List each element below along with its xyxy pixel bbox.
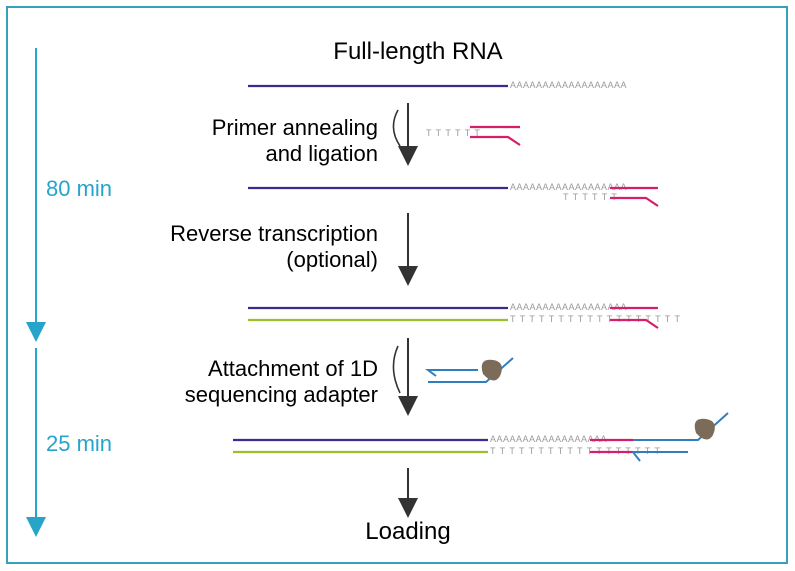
diagram-svg: AAAAAAAAAAAAAAAAAA T T T T T T AAAAAAAAA… bbox=[8, 8, 790, 566]
stage1-polyA: AAAAAAAAAAAAAAAAAA bbox=[510, 80, 627, 90]
stage4: AAAAAAAAAAAAAAAAAA T T T T T T T T T T T… bbox=[233, 413, 728, 461]
stage3-polyA: AAAAAAAAAAAAAAAAAA bbox=[510, 302, 627, 312]
step3-adapter bbox=[428, 358, 513, 382]
stage3: AAAAAAAAAAAAAAAAAA T T T T T T T T T T T… bbox=[248, 302, 681, 328]
arrow1 bbox=[393, 103, 408, 156]
motor-icon bbox=[482, 360, 502, 381]
motor-icon-2 bbox=[695, 419, 715, 440]
stage3-polyT: T T T T T T T T T T T T T T T T T T bbox=[510, 314, 681, 324]
step1-primer: T T T T T T bbox=[426, 127, 520, 145]
diagram-frame: Full-length RNA Primer annealing and lig… bbox=[6, 6, 788, 564]
stage1-rna: AAAAAAAAAAAAAAAAAA bbox=[248, 80, 627, 90]
arrow3 bbox=[393, 338, 408, 406]
stage4-polyA: AAAAAAAAAAAAAAAAAA bbox=[490, 434, 607, 444]
stage2-polyA: AAAAAAAAAAAAAAAAAA bbox=[510, 182, 627, 192]
stage2-polyT: T T T T T T bbox=[563, 192, 618, 202]
stage2: AAAAAAAAAAAAAAAAAA T T T T T T bbox=[248, 182, 658, 206]
